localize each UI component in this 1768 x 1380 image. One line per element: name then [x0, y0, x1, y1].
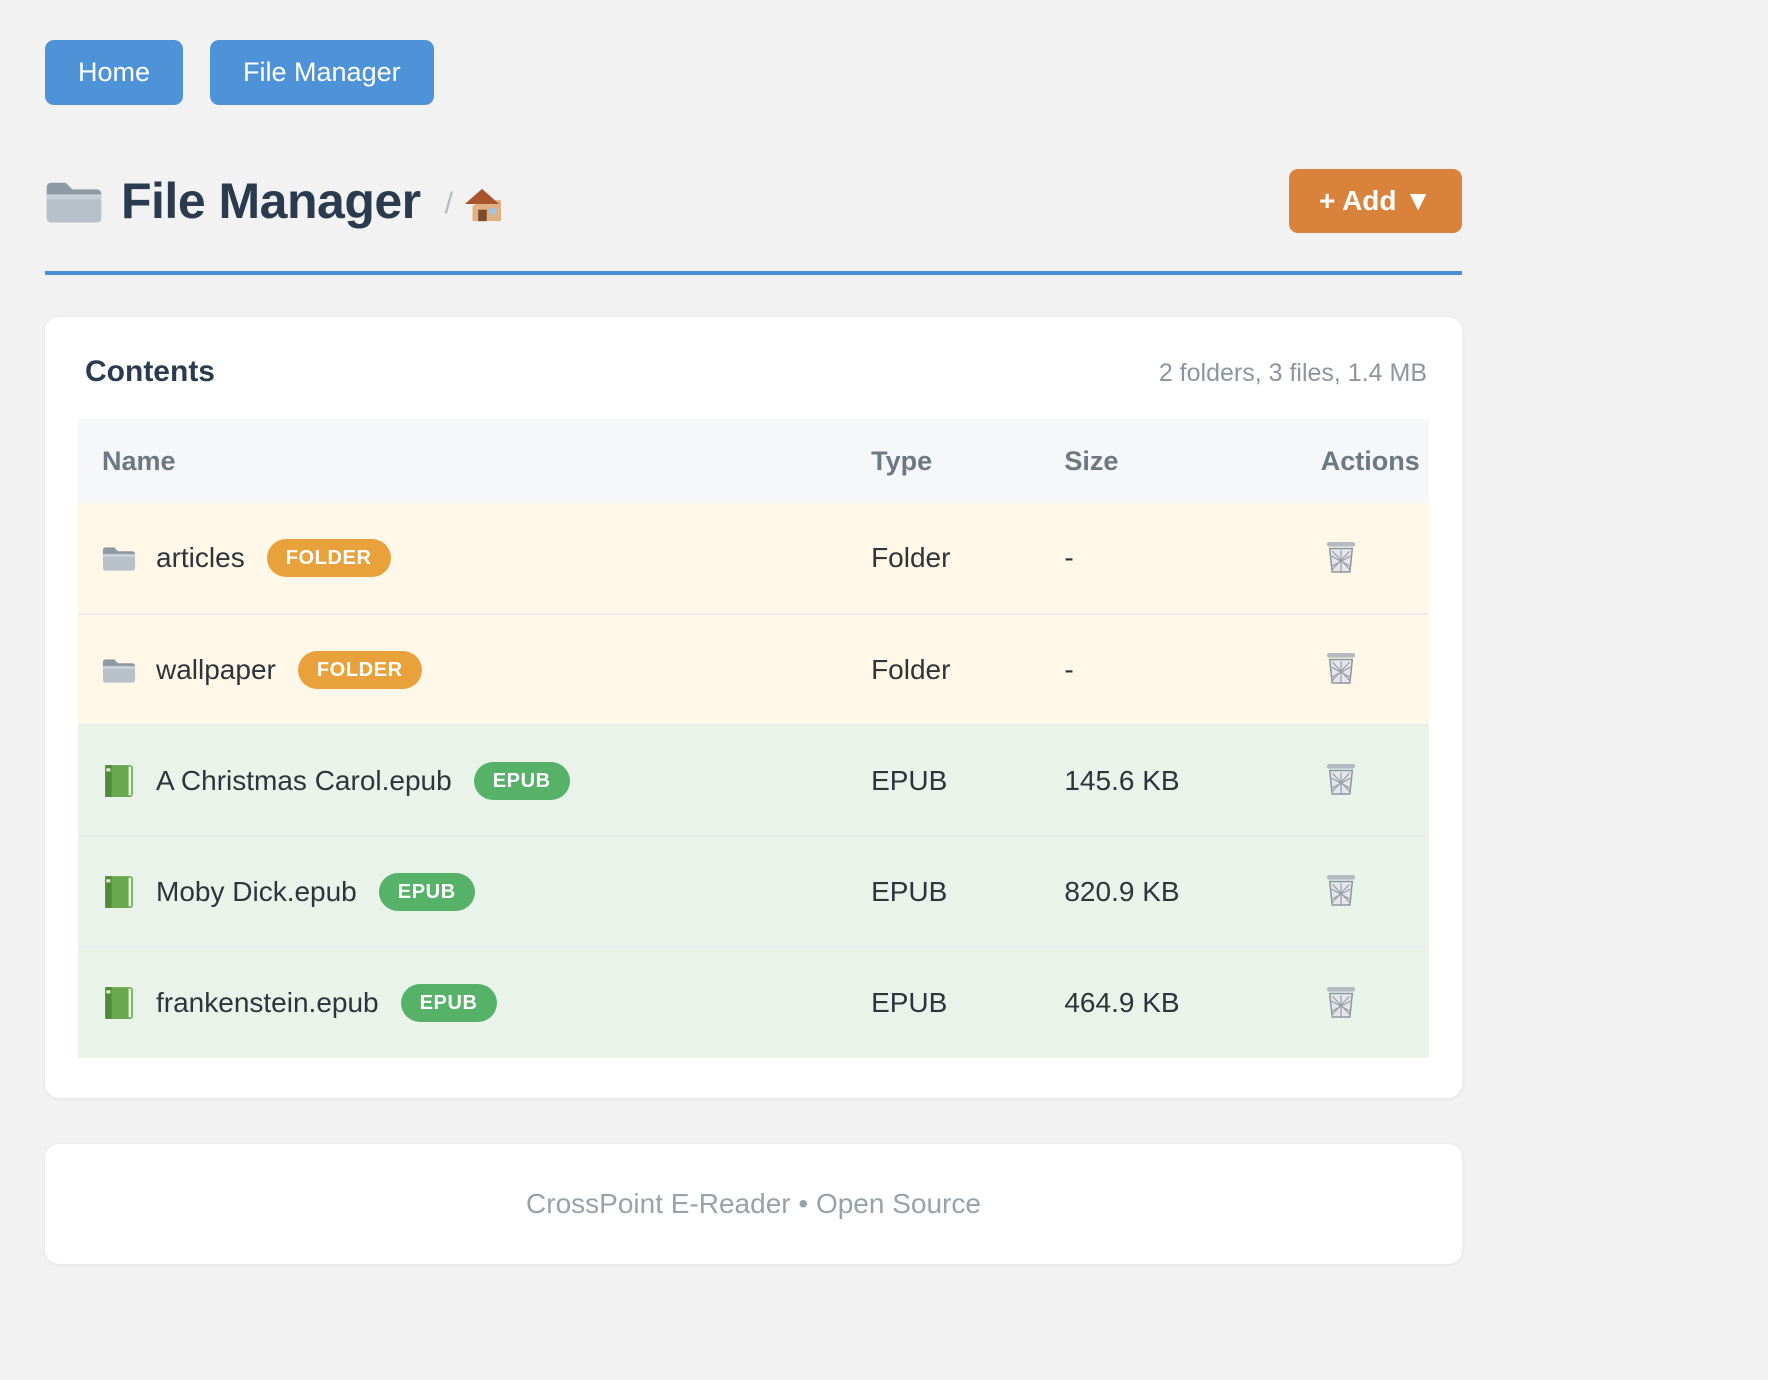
- contents-card-header: Contents 2 folders, 3 files, 1.4 MB: [78, 355, 1429, 389]
- contents-card: Contents 2 folders, 3 files, 1.4 MB Name…: [45, 317, 1462, 1098]
- green-book-icon: [105, 987, 133, 1019]
- column-header-name: Name: [78, 419, 848, 503]
- breadcrumb-separator: /: [444, 187, 453, 220]
- nav-file-manager-button[interactable]: File Manager: [210, 40, 434, 105]
- footer-card: CrossPoint E-Reader • Open Source: [45, 1144, 1462, 1264]
- item-type: EPUB: [847, 725, 1041, 837]
- item-size: 820.9 KB: [1040, 836, 1297, 948]
- trash-icon: [1325, 985, 1356, 1019]
- table-row[interactable]: articles FOLDER Folder -: [78, 503, 1429, 615]
- item-name[interactable]: A Christmas Carol.epub: [156, 764, 452, 796]
- folder-icon: [102, 658, 136, 683]
- file-table: Name Type Size Actions articles FOLDER F…: [78, 419, 1429, 1058]
- item-type-badge: FOLDER: [266, 539, 391, 577]
- title-group: File Manager /: [45, 172, 501, 230]
- table-row[interactable]: Moby Dick.epub EPUB EPUB 820.9 KB: [78, 836, 1429, 948]
- delete-button[interactable]: [1321, 757, 1361, 801]
- title-divider: [45, 271, 1462, 275]
- green-book-icon: [105, 764, 133, 797]
- table-row[interactable]: A Christmas Carol.epub EPUB EPUB 145.6 K…: [78, 725, 1429, 837]
- top-nav: Home File Manager: [45, 40, 1462, 105]
- item-name[interactable]: articles: [156, 542, 245, 573]
- item-type-badge: FOLDER: [297, 650, 422, 689]
- house-icon[interactable]: [463, 186, 501, 224]
- item-type: EPUB: [847, 836, 1041, 948]
- table-header: Name Type Size Actions: [78, 419, 1429, 503]
- folder-icon: [102, 547, 136, 571]
- column-header-actions: Actions: [1296, 419, 1429, 503]
- page-header: File Manager / + Add ▼: [45, 169, 1462, 233]
- file-manager-page: Home File Manager File Manager / + Add ▼…: [45, 40, 1462, 1264]
- trash-icon: [1325, 652, 1356, 685]
- column-header-size: Size: [1040, 419, 1297, 503]
- table-body: articles FOLDER Folder - wallpaper FOLDE…: [78, 503, 1429, 1058]
- item-type: Folder: [847, 503, 1041, 615]
- item-name[interactable]: wallpaper: [156, 653, 276, 685]
- item-type: Folder: [847, 614, 1041, 726]
- delete-button[interactable]: [1321, 868, 1361, 912]
- trash-icon: [1325, 763, 1356, 796]
- column-header-type: Type: [847, 419, 1041, 503]
- item-size: -: [1040, 614, 1297, 726]
- green-book-icon: [105, 875, 133, 908]
- folder-icon: [46, 182, 102, 223]
- delete-button[interactable]: [1321, 535, 1361, 579]
- delete-button[interactable]: [1321, 980, 1361, 1024]
- contents-summary: 2 folders, 3 files, 1.4 MB: [1158, 359, 1427, 387]
- contents-title: Contents: [85, 355, 215, 388]
- item-name[interactable]: frankenstein.epub: [156, 987, 379, 1018]
- footer-text: CrossPoint E-Reader • Open Source: [526, 1188, 981, 1219]
- item-size: 464.9 KB: [1064, 987, 1180, 1018]
- item-size: 145.6 KB: [1040, 725, 1297, 837]
- item-type: EPUB: [871, 987, 948, 1018]
- item-name[interactable]: Moby Dick.epub: [156, 875, 357, 907]
- item-type-badge: EPUB: [400, 984, 497, 1022]
- item-type-badge: EPUB: [378, 872, 475, 911]
- page-title: File Manager: [121, 173, 421, 229]
- table-row[interactable]: wallpaper FOLDER Folder -: [78, 614, 1429, 726]
- trash-icon: [1325, 540, 1356, 574]
- nav-home-button[interactable]: Home: [45, 40, 184, 105]
- trash-icon: [1325, 874, 1356, 907]
- table-row[interactable]: frankenstein.epub EPUB EPUB 464.9 KB: [78, 947, 1429, 1058]
- item-type-badge: EPUB: [473, 761, 570, 800]
- delete-button[interactable]: [1321, 646, 1361, 690]
- add-button[interactable]: + Add ▼: [1288, 169, 1462, 233]
- item-size: -: [1040, 503, 1297, 615]
